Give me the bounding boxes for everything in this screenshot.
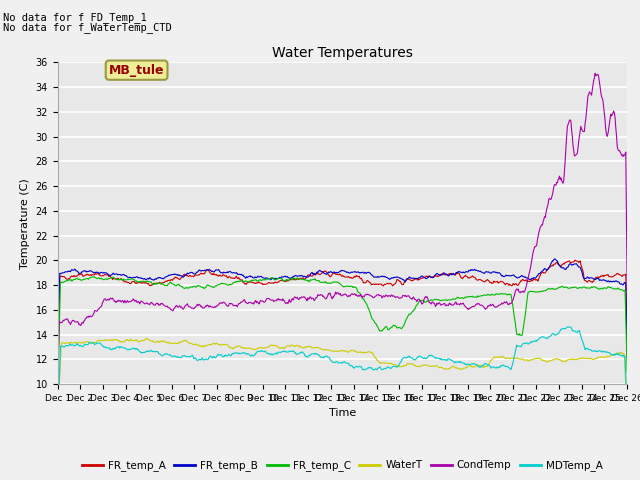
Y-axis label: Temperature (C): Temperature (C) bbox=[20, 178, 30, 269]
Text: No data for f_WaterTemp_CTD: No data for f_WaterTemp_CTD bbox=[3, 22, 172, 33]
Legend: FR_temp_A, FR_temp_B, FR_temp_C, WaterT, CondTemp, MDTemp_A: FR_temp_A, FR_temp_B, FR_temp_C, WaterT,… bbox=[78, 456, 607, 475]
Title: Water Temperatures: Water Temperatures bbox=[272, 46, 413, 60]
Text: MB_tule: MB_tule bbox=[109, 64, 164, 77]
Text: No data for f FD_Temp_1: No data for f FD_Temp_1 bbox=[3, 12, 147, 23]
X-axis label: Time: Time bbox=[329, 408, 356, 418]
